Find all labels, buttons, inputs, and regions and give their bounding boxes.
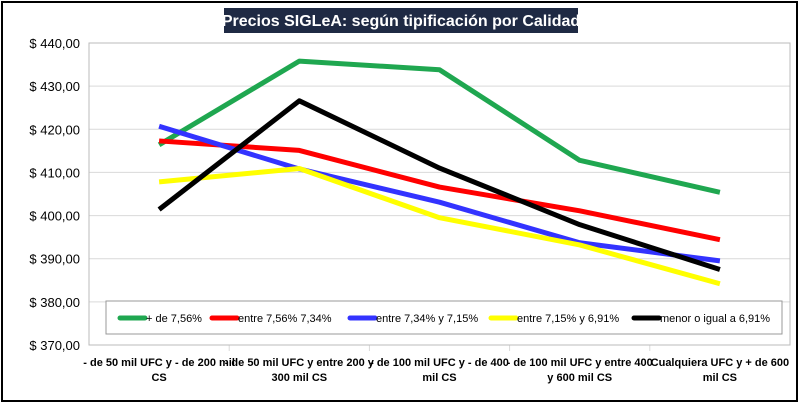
x-tick-label: - de 100 mil UFC y - de 400: [370, 357, 509, 369]
x-tick-label: - de 100 mil UFC y entre 400: [507, 357, 653, 369]
legend-label: menor o igual a 6,91%: [660, 313, 770, 325]
y-tick-label: $ 380,00: [29, 295, 80, 310]
y-tick-label: $ 370,00: [29, 338, 80, 353]
plot-area: [88, 42, 791, 346]
x-tick-label: - de 50 mil UFC y entre 200 y: [225, 357, 375, 369]
x-tick-label: CS: [151, 372, 166, 384]
legend-label: entre 7,15% y 6,91%: [517, 313, 619, 325]
x-tick-label: Cualquiera UFC y + de 600: [651, 357, 789, 369]
x-tick-label: - de 50 mil UFC y - de 200 mil: [83, 357, 235, 369]
legend-label: + de 7,56%: [146, 313, 202, 325]
y-tick-label: $ 390,00: [29, 252, 80, 267]
x-tick-label: mil CS: [703, 372, 737, 384]
x-tick-label: 300 mil CS: [271, 372, 327, 384]
x-tick-label: mil CS: [422, 372, 456, 384]
legend-label: entre 7,56% 7,34%: [238, 313, 332, 325]
legend-label: entre 7,34% y 7,15%: [376, 313, 478, 325]
y-tick-label: $ 410,00: [29, 165, 80, 180]
title-box: [224, 8, 578, 33]
x-tick-label: y 600 mil CS: [547, 372, 612, 384]
y-tick-label: $ 430,00: [29, 79, 80, 94]
y-tick-label: $ 440,00: [29, 36, 80, 51]
chart-title: Precios SIGLeA: según tipificación por C…: [222, 13, 580, 30]
y-tick-label: $ 420,00: [29, 122, 80, 137]
y-tick-label: $ 400,00: [29, 209, 80, 224]
